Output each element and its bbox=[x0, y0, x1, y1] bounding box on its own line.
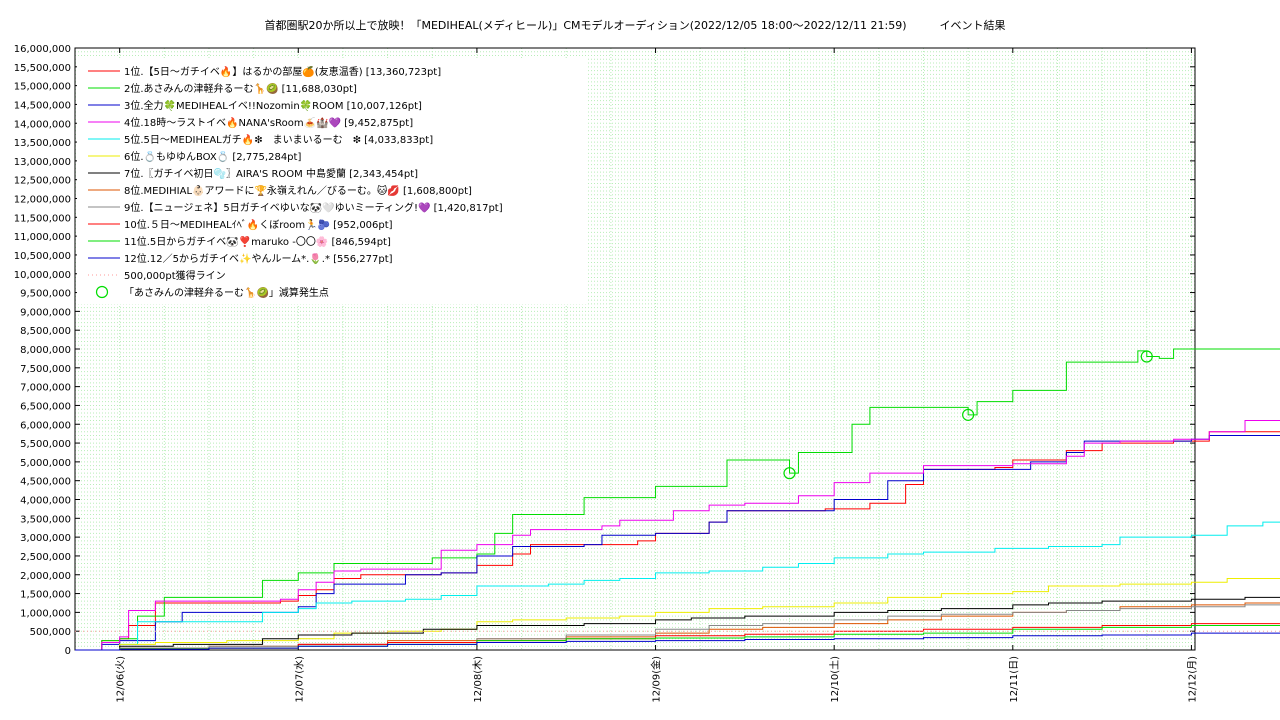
y-tick-label: 8,000,000 bbox=[20, 345, 71, 356]
x-tick-label: 12/10(土) bbox=[828, 656, 841, 703]
x-tick-label: 12/08(木) bbox=[472, 656, 484, 703]
y-tick-label: 15,500,000 bbox=[14, 63, 71, 74]
y-tick-label: 15,000,000 bbox=[14, 82, 71, 93]
y-tick-label: 3,000,000 bbox=[20, 533, 71, 544]
series-line-2 bbox=[75, 348, 1280, 651]
y-tick-label: 9,500,000 bbox=[20, 289, 71, 300]
y-tick-label: 12,000,000 bbox=[14, 195, 71, 206]
y-tick-label: 10,500,000 bbox=[14, 251, 71, 262]
y-tick-label: 4,000,000 bbox=[20, 496, 71, 507]
y-tick-label: 16,000,000 bbox=[14, 44, 71, 55]
y-tick-label: 1,500,000 bbox=[20, 590, 71, 601]
chart-title: 首都圏駅20か所以上で放映！「MEDIHEAL(メディヒール)」CMモデルオーデ… bbox=[264, 19, 1006, 32]
legend-entry: 500,000pt獲得ライン bbox=[124, 269, 226, 282]
series-line-4 bbox=[75, 419, 1280, 651]
legend-entry: 9位.【ニュージェネ】5日ガチイベゆいな🐼🤍ゆいミーティング!💜 [1,420,… bbox=[124, 201, 503, 214]
series-line-12 bbox=[75, 632, 1280, 651]
y-tick-label: 11,000,000 bbox=[14, 232, 71, 243]
legend-entry: 1位.【5日〜ガチイベ🔥】はるかの部屋🍊(友恵温香) [13,360,723pt… bbox=[124, 65, 441, 78]
legend-entry: 7位.〖ガチイベ初日🫧〗AIRA'S ROOM 中島愛蘭 [2,343,454p… bbox=[124, 167, 418, 180]
legend-entry: 12位.12／5からガチイベ✨やんルーム*.🌷.* [556,277pt] bbox=[124, 252, 393, 265]
y-tick-label: 10,000,000 bbox=[14, 270, 71, 281]
decrease-marker bbox=[783, 467, 796, 480]
x-tick-label: 12/06(火) bbox=[115, 656, 127, 703]
x-tick-label: 12/12(月) bbox=[1186, 656, 1198, 703]
y-tick-label: 5,000,000 bbox=[20, 458, 71, 469]
legend-background bbox=[77, 58, 587, 304]
x-tick-label: 12/07(水) bbox=[293, 656, 305, 703]
y-tick-label: 7,500,000 bbox=[20, 364, 71, 375]
y-tick-label: 1,000,000 bbox=[20, 608, 71, 619]
x-tick-label: 12/09(金) bbox=[650, 656, 663, 703]
legend-entry: 6位.💍もゆゆんBOX💍 [2,775,284pt] bbox=[124, 150, 301, 163]
legend-entry: 10位.５日〜MEDIHEALｲﾍﾞ🔥くぼroom🏃🫐 [952,006pt] bbox=[124, 218, 393, 231]
decrease-marker bbox=[962, 408, 975, 421]
series-line-11 bbox=[75, 625, 1280, 651]
series-line-6 bbox=[75, 578, 1280, 651]
x-tick-label: 12/11(日) bbox=[1009, 656, 1020, 703]
y-tick-label: 6,500,000 bbox=[20, 401, 71, 412]
y-tick-label: 7,000,000 bbox=[20, 383, 71, 394]
decrease-marker bbox=[1140, 350, 1153, 363]
legend-entry: 11位.5日からガチイベ🐼❣️maruko -〇〇🌸 [846,594pt] bbox=[124, 235, 391, 248]
y-tick-label: 9,000,000 bbox=[20, 307, 71, 318]
y-tick-label: 14,000,000 bbox=[14, 119, 71, 130]
y-tick-label: 13,500,000 bbox=[14, 138, 71, 149]
legend-entry: 4位.18時〜ラストイベ🔥NANA'sRoom🍝🏰💜 [9,452,875pt] bbox=[124, 116, 413, 129]
y-tick-label: 12,500,000 bbox=[14, 176, 71, 187]
legend-entry: 8位.MEDIHIAL👶🏻アワードに🏆永嶺えれん／びるーむ。🐱💋 [1,608,… bbox=[124, 184, 472, 197]
y-tick-label: 2,500,000 bbox=[20, 552, 71, 563]
y-tick-label: 2,000,000 bbox=[20, 571, 71, 582]
y-tick-label: 11,500,000 bbox=[14, 213, 71, 224]
legend-entry: 「あさみんの津軽弁るーむ🦒🥝」減算発生点 bbox=[124, 286, 329, 299]
legend-entry: 3位.全力🍀MEDIHEALイベ!!Nozomin🍀ROOM [10,007,1… bbox=[124, 99, 422, 112]
y-tick-label: 5,500,000 bbox=[20, 439, 71, 450]
y-tick-label: 8,500,000 bbox=[20, 326, 71, 337]
y-tick-label: 3,500,000 bbox=[20, 514, 71, 525]
y-tick-label: 13,000,000 bbox=[14, 157, 71, 168]
y-tick-label: 500,000 bbox=[30, 627, 71, 638]
series-line-7 bbox=[75, 596, 1280, 651]
y-tick-label: 4,500,000 bbox=[20, 477, 71, 488]
y-tick-label: 0 bbox=[65, 646, 71, 657]
y-tick-label: 6,000,000 bbox=[20, 420, 71, 431]
legend-entry: 2位.あさみんの津軽弁るーむ🦒🥝 [11,688,030pt] bbox=[124, 82, 357, 95]
series-line-5 bbox=[75, 521, 1280, 651]
legend-entry: 5位.5日〜MEDIHEALガチ🔥❇ まいまいるーむ ❇ [4,033,833p… bbox=[124, 133, 433, 146]
y-tick-label: 14,500,000 bbox=[14, 100, 71, 111]
legend-marker-swatch bbox=[95, 285, 109, 299]
